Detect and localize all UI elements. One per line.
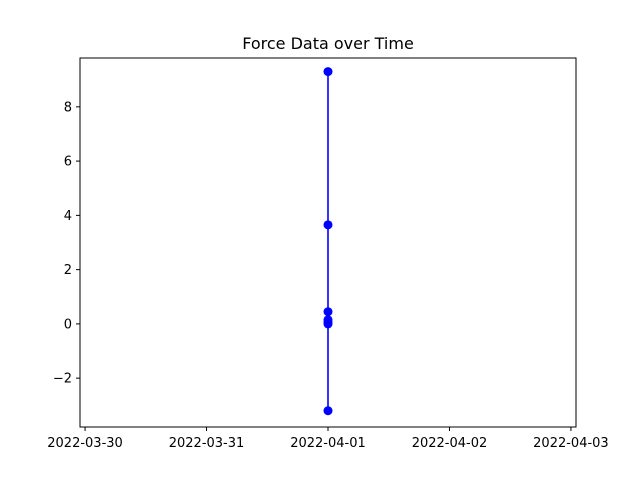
data-point: [323, 319, 333, 329]
y-tick-label: 2: [64, 263, 72, 278]
x-axis: 2022-03-30 2022-03-31 2022-04-01 2022-04-02…: [47, 427, 609, 451]
y-tick-label: −2: [53, 372, 72, 387]
x-tick-label: 2022-03-31: [169, 436, 245, 451]
x-tick-label: 2022-04-03: [533, 436, 609, 451]
x-tick-label: 2022-04-02: [412, 436, 488, 451]
y-tick-label: 0: [64, 317, 72, 332]
y-tick-label: 8: [64, 100, 72, 115]
data-point: [323, 220, 333, 230]
data-point: [323, 307, 333, 317]
data-point: [323, 406, 333, 416]
y-axis: −2 0 2 4 6 8: [53, 100, 80, 387]
x-tick-label: 2022-03-30: [47, 436, 123, 451]
x-tick-label: 2022-04-01: [290, 436, 366, 451]
series-layer: [323, 67, 333, 416]
plot-frame: [79, 57, 577, 428]
y-tick-label: 4: [64, 209, 72, 224]
chart-title: Force Data over Time: [242, 34, 414, 53]
y-tick-label: 6: [64, 155, 72, 170]
data-point: [323, 67, 333, 77]
